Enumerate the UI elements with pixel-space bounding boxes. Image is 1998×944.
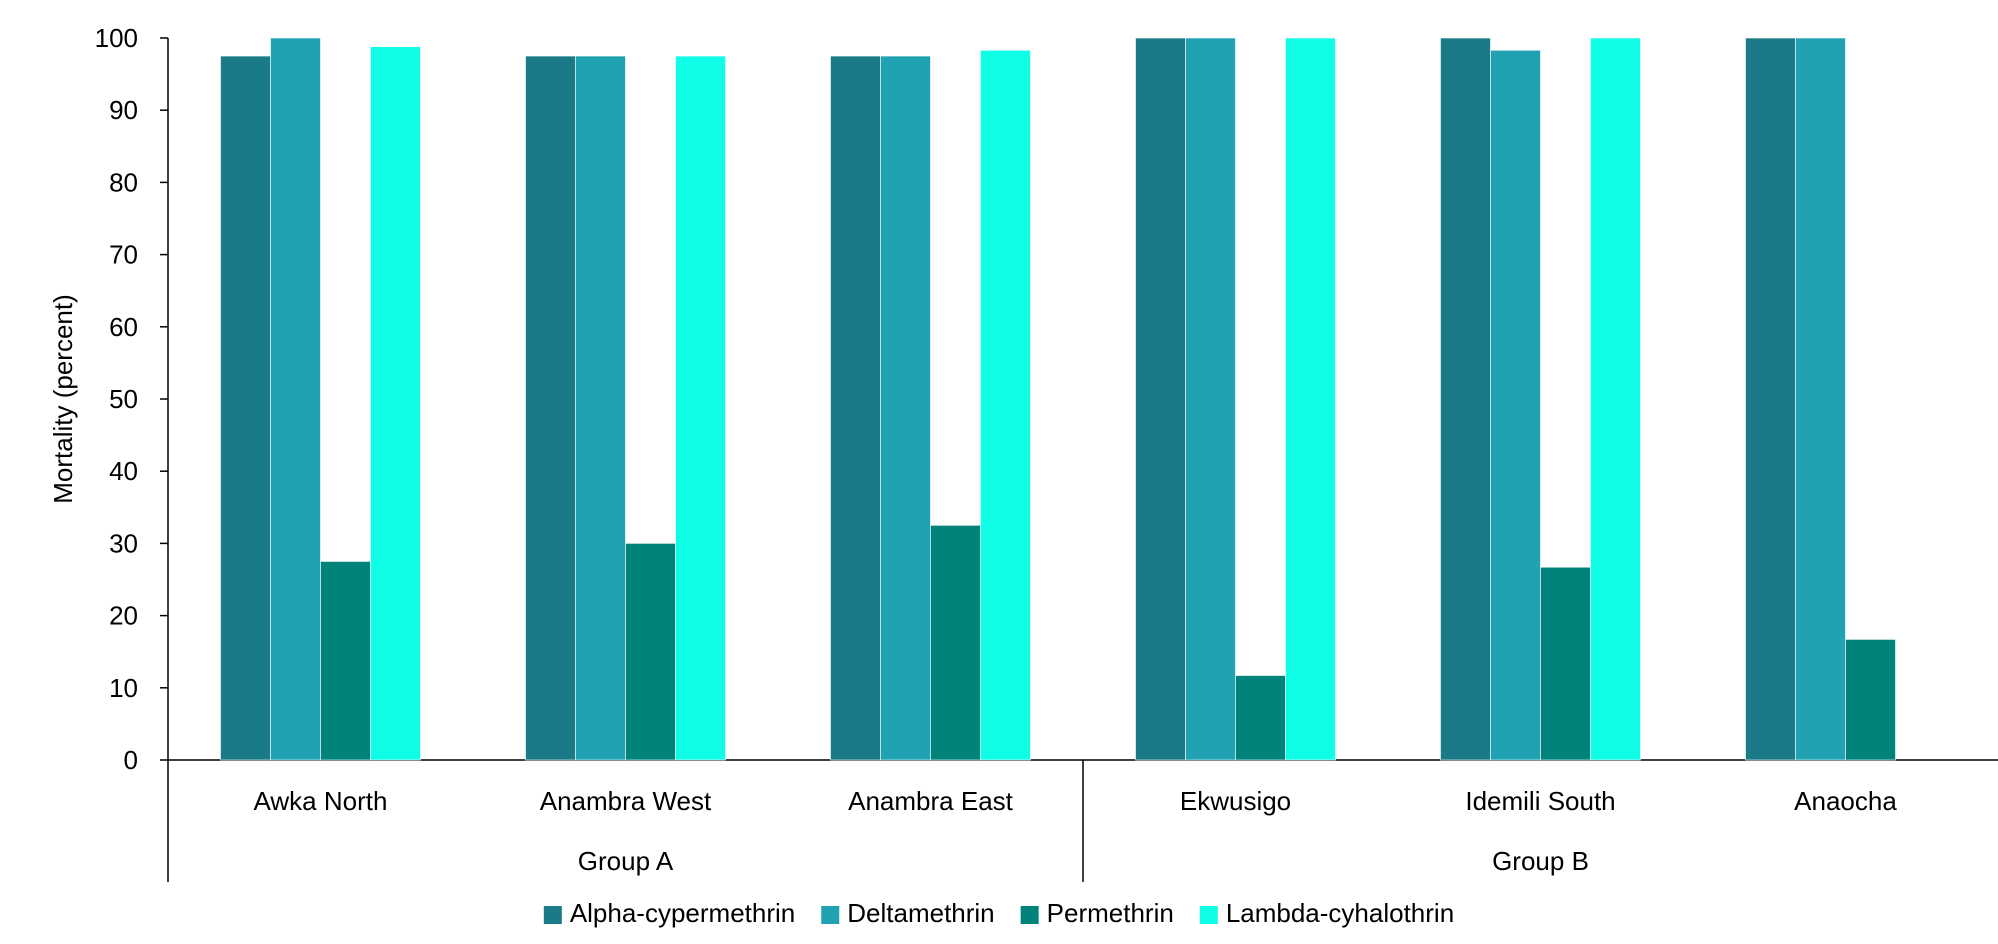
y-tick-label: 70	[109, 240, 138, 270]
y-tick-label: 80	[109, 167, 138, 197]
y-tick-label: 60	[109, 312, 138, 342]
y-tick-label: 50	[109, 384, 138, 414]
y-tick-label: 0	[124, 745, 138, 775]
bar-permethrin-anambra-west	[625, 543, 676, 761]
legend-label: Deltamethrin	[847, 898, 994, 928]
y-tick-label: 20	[109, 601, 138, 631]
y-tick-label: 100	[95, 23, 138, 53]
legend: Alpha-cypermethrin Deltamethrin Permethrin…	[543, 898, 1454, 928]
bar-permethrin-awka-north	[320, 561, 371, 761]
x-category-label: Anaocha	[1794, 786, 1897, 816]
legend-label: Lambda-cyhalothrin	[1226, 898, 1454, 928]
bar-deltamethrin-ekwusigo	[1185, 37, 1236, 761]
x-category-label: Anambra East	[848, 786, 1014, 816]
legend-swatch	[1020, 906, 1039, 924]
y-tick-label: 10	[109, 673, 138, 703]
x-category-label: Idemili South	[1465, 786, 1615, 816]
bar-alpha-cypermethrin-anambra-east	[830, 55, 881, 761]
y-tick-label: 30	[109, 528, 138, 558]
bar-deltamethrin-anaocha	[1795, 37, 1846, 761]
legend-label: Alpha-cypermethrin	[570, 898, 795, 928]
bar-deltamethrin-anambra-west	[575, 55, 626, 761]
bar-alpha-cypermethrin-anaocha	[1745, 37, 1796, 761]
bar-alpha-cypermethrin-anambra-west	[525, 55, 576, 761]
axes	[167, 38, 1998, 882]
legend-label: Permethrin	[1047, 898, 1174, 928]
legend-swatch	[821, 906, 840, 924]
legend-item-lambda-cyhalothrin: Lambda-cyhalothrin	[1199, 898, 1454, 928]
x-axis-category-labels: Awka North Anambra West Anambra East Ekwusi…	[254, 786, 1898, 816]
legend-item-permethrin: Permethrin	[1020, 898, 1174, 928]
bar-permethrin-anaocha	[1845, 639, 1896, 761]
bar-lambda-cyhalothrin-anambra-west	[675, 55, 726, 761]
bar-alpha-cypermethrin-ekwusigo	[1135, 37, 1186, 761]
bar-lambda-cyhalothrin-anambra-east	[980, 49, 1031, 761]
y-tick-label: 90	[109, 95, 138, 125]
x-axis-group-labels: Group A Group B	[578, 760, 1589, 882]
x-category-label: Ekwusigo	[1180, 786, 1291, 816]
bar-lambda-cyhalothrin-idemili-south	[1590, 37, 1641, 761]
x-group-label: Group B	[1492, 846, 1589, 876]
bar-alpha-cypermethrin-idemili-south	[1440, 37, 1491, 761]
bar-lambda-cyhalothrin-ekwusigo	[1285, 37, 1336, 761]
y-tick-label: 40	[109, 456, 138, 486]
bar-deltamethrin-idemili-south	[1490, 49, 1541, 761]
x-group-label: Group A	[578, 846, 674, 876]
bar-alpha-cypermethrin-awka-north	[220, 55, 271, 761]
bar-permethrin-idemili-south	[1540, 566, 1591, 761]
y-axis-ticks: 0 10 20 30 40 50 60 70 80 90 100	[95, 23, 168, 775]
bar-lambda-cyhalothrin-awka-north	[370, 46, 421, 761]
bar-deltamethrin-awka-north	[270, 37, 321, 761]
bar-deltamethrin-anambra-east	[880, 55, 931, 761]
y-axis-title: Mortality (percent)	[48, 294, 78, 504]
legend-item-deltamethrin: Deltamethrin	[821, 898, 995, 928]
legend-item-alpha-cypermethrin: Alpha-cypermethrin	[543, 898, 795, 928]
legend-swatch	[543, 906, 562, 924]
x-category-label: Awka North	[254, 786, 388, 816]
legend-swatch	[1199, 906, 1218, 924]
bar-permethrin-ekwusigo	[1235, 675, 1286, 761]
x-category-label: Anambra West	[540, 786, 712, 816]
bars	[220, 37, 1896, 761]
bar-permethrin-anambra-east	[930, 525, 981, 761]
